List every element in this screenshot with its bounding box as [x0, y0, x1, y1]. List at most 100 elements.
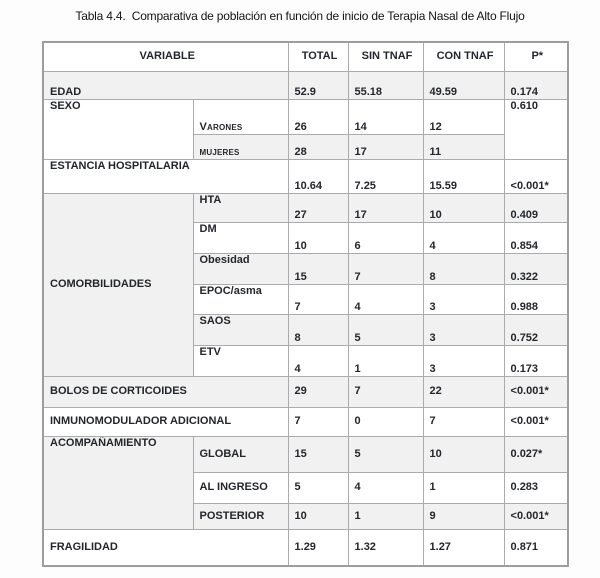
cell-obesidad-p: 0.322 — [503, 252, 569, 285]
cell-hta-con: 10 — [422, 192, 505, 223]
cell-fragilidad-total: 1.29 — [287, 528, 349, 567]
cell-inmuno-sin: 0 — [347, 406, 424, 437]
cell-obesidad-con: 8 — [422, 252, 505, 285]
header-variable: VARIABLE — [42, 41, 289, 72]
cell-varones-sin: 14 — [347, 98, 424, 135]
sublabel-obesidad: Obesidad — [192, 252, 289, 285]
cell-varones-con: 12 — [422, 98, 505, 135]
sublabel-varones: Varones — [192, 98, 289, 135]
sublabel-etv: ETV — [192, 344, 289, 377]
sublabel-saos: SAOS — [192, 313, 289, 346]
cell-hta-p: 0.409 — [503, 192, 569, 223]
table-row-acomp-global: ACOMPAÑAMIENTO GLOBAL 15 5 10 0.027* — [42, 435, 569, 530]
header-con-tnaf: CON TNAF — [422, 41, 505, 72]
cell-fragilidad-p: 0.871 — [503, 528, 569, 567]
cell-estancia-p: <0.001* — [503, 158, 569, 194]
table-row-fragilidad: FRAGILIDAD 1.29 1.32 1.27 0.871 — [42, 528, 569, 567]
sublabel-mujeres: mujeres — [192, 133, 289, 160]
cell-estancia-con: 15.59 — [422, 158, 505, 194]
row-label-estancia: ESTANCIA HOSPITALARIA — [42, 158, 289, 194]
table-row-dm: DM 10 6 4 0.854 — [43, 221, 569, 254]
cell-obesidad-total: 15 — [287, 252, 349, 285]
header-total: TOTAL — [287, 41, 349, 72]
cell-epoc-total: 7 — [287, 283, 349, 315]
table-row-inmunomodulador: INMUNOMODULADOR ADICIONAL 7 0 7 <0.001* — [42, 406, 569, 437]
table-row-epoc-asma: EPOC/asma 7 4 3 0.988 — [43, 283, 569, 315]
cell-saos-p: 0.752 — [503, 313, 569, 346]
cell-posterior-sin: 1 — [347, 502, 424, 530]
table-row-obesidad: Obesidad 15 7 8 0.322 — [43, 252, 569, 285]
sublabel-al-ingreso: AL INGRESO — [192, 471, 289, 504]
cell-inmuno-total: 7 — [287, 406, 349, 437]
cell-saos-total: 8 — [287, 313, 349, 346]
cell-epoc-con: 3 — [422, 283, 505, 315]
cell-varones-total: 26 — [287, 98, 349, 135]
cell-estancia-total: 10.64 — [287, 158, 349, 194]
table-row-sexo-mujeres: mujeres 28 17 11 — [43, 133, 568, 160]
cell-al-ingreso-p: 0.283 — [503, 471, 569, 504]
table-row-bolos: BOLOS DE CORTICOIDES 29 7 22 <0.001* — [42, 375, 569, 408]
cell-fragilidad-sin: 1.32 — [347, 528, 424, 567]
row-label-fragilidad: FRAGILIDAD — [42, 528, 289, 567]
table-row-edad: EDAD 52.9 55.18 49.59 0.174 — [42, 70, 569, 100]
cell-edad-con: 49.59 — [422, 70, 505, 100]
cell-posterior-p: <0.001* — [503, 502, 569, 530]
table-row-hta: COMORBILIDADES HTA 27 17 10 0.409 — [42, 192, 569, 377]
cell-dm-sin: 6 — [347, 221, 424, 254]
sublabel-epoc-asma: EPOC/asma — [192, 283, 289, 315]
cell-al-ingreso-sin: 4 — [347, 471, 424, 504]
cell-global-con: 10 — [422, 435, 505, 473]
cell-edad-p: 0.174 — [503, 70, 569, 100]
cell-mujeres-total: 28 — [287, 133, 349, 160]
sublabel-posterior: POSTERIOR — [192, 502, 289, 530]
cell-dm-total: 10 — [287, 221, 349, 254]
cell-bolos-sin: 7 — [347, 375, 424, 408]
cell-edad-total: 52.9 — [287, 70, 349, 100]
table-row-saos: SAOS 8 5 3 0.752 — [43, 313, 569, 346]
cell-epoc-sin: 4 — [347, 283, 424, 315]
cell-hta-sin: 17 — [347, 192, 424, 223]
cell-sexo-p: 0.610 — [503, 98, 569, 160]
sublabel-hta: HTA — [192, 192, 289, 223]
table-row-etv: ETV 4 1 3 0.173 — [43, 344, 569, 377]
row-label-bolos: BOLOS DE CORTICOIDES — [42, 375, 289, 408]
cell-dm-con: 4 — [422, 221, 505, 254]
cell-saos-con: 3 — [422, 313, 505, 346]
cell-epoc-p: 0.988 — [503, 283, 569, 315]
table-row-sexo-varones: SEXO Varones 26 14 12 0.610 — [42, 98, 569, 160]
cell-dm-p: 0.854 — [503, 221, 569, 254]
row-label-inmunomodulador: INMUNOMODULADOR ADICIONAL — [42, 406, 289, 437]
cell-global-total: 15 — [287, 435, 349, 473]
cell-etv-total: 4 — [287, 344, 349, 377]
comparison-table: VARIABLE TOTAL SIN TNAF CON TNAF P* EDAD… — [42, 41, 570, 567]
table-row-acomp-al-ingreso: AL INGRESO 5 4 1 0.283 — [43, 471, 569, 504]
cell-estancia-sin: 7.25 — [347, 158, 424, 194]
cell-hta-total: 27 — [287, 192, 349, 223]
header-row: VARIABLE TOTAL SIN TNAF CON TNAF P* — [42, 41, 569, 72]
cell-inmuno-con: 7 — [422, 406, 505, 437]
row-label-acompanamiento: ACOMPAÑAMIENTO — [42, 435, 194, 530]
cell-edad-sin: 55.18 — [347, 70, 424, 100]
cell-etv-p: 0.173 — [503, 344, 569, 377]
sublabel-dm: DM — [192, 221, 289, 254]
cell-mujeres-con: 11 — [422, 133, 505, 160]
cell-al-ingreso-total: 5 — [287, 471, 349, 504]
row-label-sexo: SEXO — [42, 98, 194, 160]
cell-global-p: 0.027* — [503, 435, 569, 473]
cell-saos-sin: 5 — [347, 313, 424, 346]
table-caption: Tabla 4.4. Comparativa de población en f… — [75, 9, 525, 23]
cell-bolos-p: <0.001* — [503, 375, 569, 408]
cell-posterior-con: 9 — [422, 502, 505, 530]
cell-bolos-total: 29 — [287, 375, 349, 408]
sublabel-global: GLOBAL — [192, 435, 289, 473]
table-row-acomp-posterior: POSTERIOR 10 1 9 <0.001* — [43, 502, 569, 530]
row-label-comorbilidades: COMORBILIDADES — [42, 192, 194, 377]
table-row-estancia: ESTANCIA HOSPITALARIA 10.64 7.25 15.59 <… — [42, 158, 569, 194]
cell-inmuno-p: <0.001* — [503, 406, 569, 437]
cell-posterior-total: 10 — [287, 502, 349, 530]
cell-etv-sin: 1 — [347, 344, 424, 377]
cell-fragilidad-con: 1.27 — [422, 528, 505, 567]
cell-bolos-con: 22 — [422, 375, 505, 408]
cell-al-ingreso-con: 1 — [422, 471, 505, 504]
